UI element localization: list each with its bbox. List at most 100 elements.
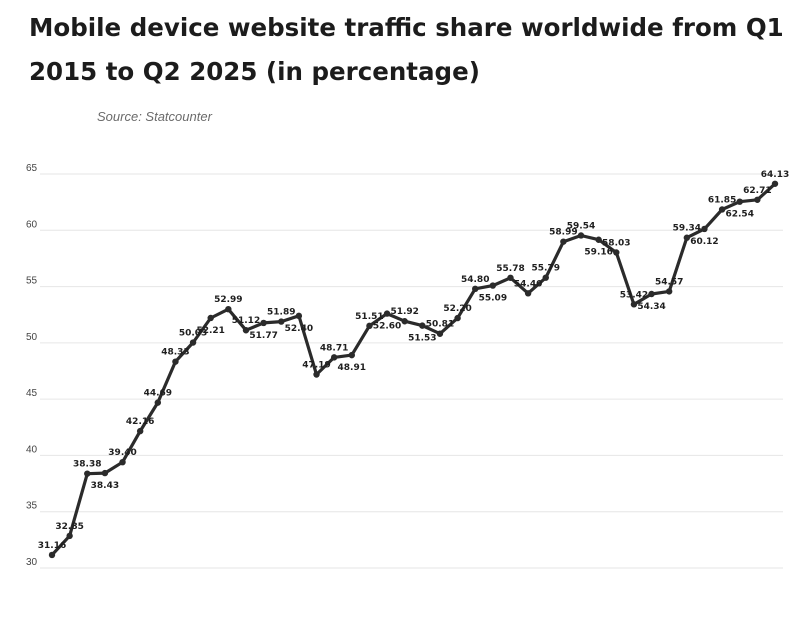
data-label: 59.16 <box>584 248 612 258</box>
data-point <box>577 232 585 239</box>
data-label: 55.78 <box>496 264 524 274</box>
data-point <box>330 354 338 361</box>
data-label: 62.71 <box>743 186 771 196</box>
data-point <box>366 322 373 330</box>
data-label: 51.12 <box>232 316 260 326</box>
data-point <box>419 322 426 329</box>
data-label: 52.60 <box>373 322 401 332</box>
data-label: 38.43 <box>91 481 119 491</box>
data-point <box>613 249 620 256</box>
data-label: 44.69 <box>144 389 172 399</box>
data-label: 51.89 <box>267 308 295 318</box>
data-label: 51.92 <box>390 307 418 317</box>
data-point <box>718 206 726 213</box>
series-line-layer <box>50 182 777 557</box>
data-label: 53.42 <box>620 290 648 300</box>
data-point <box>313 371 320 378</box>
data-point <box>683 234 691 241</box>
y-tick-label: 30 <box>26 557 38 568</box>
data-label: 48.91 <box>338 363 366 373</box>
data-point <box>172 358 179 365</box>
series-line <box>50 182 777 557</box>
data-point <box>489 282 497 289</box>
data-label: 52.20 <box>443 304 471 314</box>
data-point <box>84 470 91 477</box>
data-point <box>630 301 638 308</box>
data-point <box>648 290 655 298</box>
data-label: 54.57 <box>655 277 683 287</box>
data-label: 32.85 <box>55 522 83 532</box>
data-label: 50.03 <box>179 329 207 339</box>
data-label: 50.81 <box>426 320 454 330</box>
data-point <box>436 330 444 337</box>
data-point <box>771 180 779 187</box>
data-label: 31.16 <box>38 541 66 551</box>
data-point <box>225 305 232 313</box>
data-point <box>701 225 708 233</box>
data-label: 47.19 <box>302 360 330 370</box>
data-point <box>524 290 532 297</box>
y-tick-label: 50 <box>26 332 38 343</box>
y-tick-label: 55 <box>26 276 38 287</box>
data-point <box>189 339 197 346</box>
data-point <box>665 288 673 295</box>
data-point <box>136 427 144 435</box>
data-label: 52.21 <box>196 326 224 336</box>
data-point <box>66 532 73 540</box>
data-point <box>101 469 109 477</box>
data-point <box>295 312 303 320</box>
data-point <box>48 551 56 559</box>
data-label: 48.71 <box>320 343 348 353</box>
data-label: 48.33 <box>161 348 189 358</box>
data-point <box>383 310 391 317</box>
data-point <box>507 274 514 281</box>
data-label: 60.12 <box>690 237 718 247</box>
data-label: 55.79 <box>532 264 560 274</box>
data-point <box>454 314 461 322</box>
gridlines <box>40 173 783 569</box>
data-point <box>595 236 602 243</box>
data-label: 58.99 <box>549 228 577 238</box>
chart-title: Mobile device website traffic share worl… <box>29 13 784 86</box>
data-label: 58.03 <box>602 238 630 248</box>
data-point <box>154 399 162 406</box>
y-tick-label: 40 <box>26 444 38 455</box>
data-label: 51.51 <box>355 312 383 322</box>
y-tick-label: 45 <box>26 388 38 399</box>
chart-source: Source: Statcounter <box>97 109 212 124</box>
data-point <box>401 318 408 325</box>
data-label: 59.34 <box>673 224 701 234</box>
data-label: 52.40 <box>285 324 313 334</box>
data-point <box>119 458 126 466</box>
data-label: 51.53 <box>408 334 436 344</box>
data-label: 51.77 <box>249 331 277 341</box>
data-point <box>736 198 743 205</box>
data-labels: 31.16 32.85 38.38 38.43 39.40 42.16 44.69 48.33… <box>38 170 789 551</box>
data-point <box>472 285 479 293</box>
data-point <box>278 318 285 325</box>
y-axis-ticks: 30 35 40 45 50 55 60 65 <box>26 163 38 568</box>
data-point <box>754 196 761 203</box>
data-label: 55.09 <box>479 294 507 304</box>
data-point <box>207 314 214 322</box>
data-label: 52.99 <box>214 295 242 305</box>
data-label: 54.34 <box>637 302 665 312</box>
y-tick-label: 60 <box>26 219 38 230</box>
data-label: 54.40 <box>514 279 542 289</box>
data-point <box>348 351 355 359</box>
data-label: 38.38 <box>73 460 101 470</box>
data-label: 42.16 <box>126 417 154 427</box>
data-label: 54.80 <box>461 275 489 285</box>
data-points <box>48 180 779 559</box>
data-point <box>260 319 267 327</box>
y-tick-label: 65 <box>26 163 38 174</box>
data-point <box>560 238 567 245</box>
data-point <box>542 274 549 281</box>
data-label: 59.54 <box>567 221 595 231</box>
data-label: 64.13 <box>761 170 789 180</box>
y-tick-label: 35 <box>26 501 38 512</box>
data-label: 62.54 <box>725 210 753 220</box>
data-label: 61.85 <box>708 195 736 205</box>
data-point <box>242 327 250 334</box>
